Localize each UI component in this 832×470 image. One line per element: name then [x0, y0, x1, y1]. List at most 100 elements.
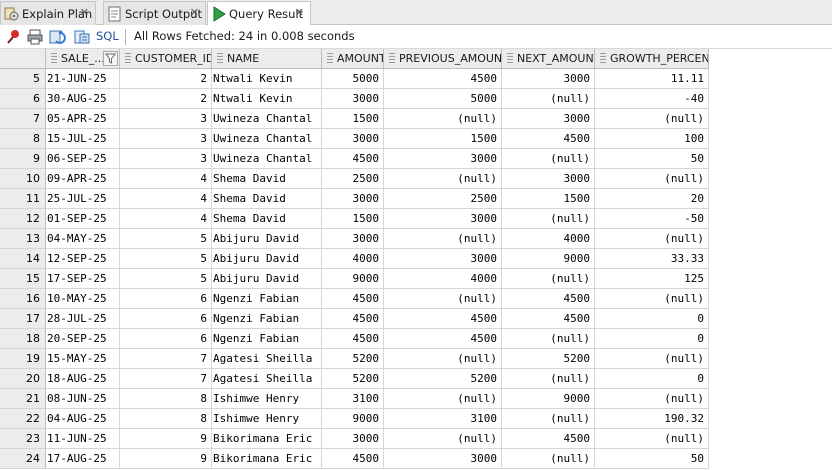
table-row[interactable]: 22 04-AUG-25 8 Ishimwe Henry 9000 3100 (null) 1…	[0, 409, 832, 429]
column-header-previous-amount[interactable]: PREVIOUS_AMOUNT	[384, 49, 502, 69]
table-row[interactable]: 17 28-JUL-25 6 Ngenzi Fabian 4500 4500 4500 0	[0, 309, 832, 329]
table-row[interactable]: 5 21-JUN-25 2 Ntwali Kevin 5000 4500 3000 11.11	[0, 69, 832, 89]
cell-growth-percent[interactable]: 11.11	[595, 69, 709, 89]
cell-amount[interactable]: 5200	[322, 369, 384, 389]
cell-sale-date[interactable]: 21-JUN-25	[46, 69, 120, 89]
cell-previous-amount[interactable]: 3000	[384, 249, 502, 269]
cell-name[interactable]: Ngenzi Fabian	[212, 329, 322, 349]
table-row[interactable]: 19 15-MAY-25 7 Agatesi Sheilla 5200 (null) 520…	[0, 349, 832, 369]
cell-growth-percent[interactable]: (null)	[595, 169, 709, 189]
cell-amount[interactable]: 4500	[322, 289, 384, 309]
cell-customer-id[interactable]: 3	[120, 129, 212, 149]
column-header-sale-date[interactable]: SALE_...	[46, 49, 120, 69]
cell-customer-id[interactable]: 6	[120, 309, 212, 329]
row-number[interactable]: 9	[0, 149, 46, 169]
cell-sale-date[interactable]: 05-APR-25	[46, 109, 120, 129]
cell-customer-id[interactable]: 2	[120, 69, 212, 89]
cell-amount[interactable]: 4500	[322, 309, 384, 329]
cell-growth-percent[interactable]: 190.32	[595, 409, 709, 429]
row-number[interactable]: 17	[0, 309, 46, 329]
row-number[interactable]: 20	[0, 369, 46, 389]
cell-customer-id[interactable]: 4	[120, 169, 212, 189]
cell-previous-amount[interactable]: 3000	[384, 149, 502, 169]
cell-growth-percent[interactable]: (null)	[595, 289, 709, 309]
close-icon[interactable]: ✕	[294, 6, 304, 19]
cell-amount[interactable]: 1500	[322, 209, 384, 229]
cell-customer-id[interactable]: 4	[120, 189, 212, 209]
table-row[interactable]: 16 10-MAY-25 6 Ngenzi Fabian 4500 (null) 4500(…	[0, 289, 832, 309]
cell-growth-percent[interactable]: 125	[595, 269, 709, 289]
cell-next-amount[interactable]: (null)	[502, 369, 595, 389]
cell-next-amount[interactable]: (null)	[502, 149, 595, 169]
cell-customer-id[interactable]: 7	[120, 369, 212, 389]
cell-sale-date[interactable]: 06-SEP-25	[46, 149, 120, 169]
row-number[interactable]: 5	[0, 69, 46, 89]
table-row[interactable]: 6 30-AUG-25 2 Ntwali Kevin 3000 5000 (null) -40	[0, 89, 832, 109]
cell-growth-percent[interactable]: 100	[595, 129, 709, 149]
column-header-name[interactable]: NAME	[212, 49, 322, 69]
cell-amount[interactable]: 4500	[322, 329, 384, 349]
column-header-amount[interactable]: AMOUNT	[322, 49, 384, 69]
cell-growth-percent[interactable]: (null)	[595, 389, 709, 409]
cell-growth-percent[interactable]: 0	[595, 329, 709, 349]
cell-amount[interactable]: 3000	[322, 89, 384, 109]
cell-name[interactable]: Bikorimana Eric	[212, 449, 322, 469]
cell-name[interactable]: Shema David	[212, 189, 322, 209]
cell-amount[interactable]: 2500	[322, 169, 384, 189]
cell-name[interactable]: Abijuru David	[212, 269, 322, 289]
table-row[interactable]: 9 06-SEP-25 3 Uwineza Chantal 4500 3000 (null)…	[0, 149, 832, 169]
cell-previous-amount[interactable]: (null)	[384, 289, 502, 309]
row-number[interactable]: 11	[0, 189, 46, 209]
cell-sale-date[interactable]: 12-SEP-25	[46, 249, 120, 269]
cell-customer-id[interactable]: 5	[120, 269, 212, 289]
cell-previous-amount[interactable]: (null)	[384, 389, 502, 409]
cell-name[interactable]: Ngenzi Fabian	[212, 289, 322, 309]
column-header-customer-id[interactable]: CUSTOMER_ID	[120, 49, 212, 69]
cell-sale-date[interactable]: 30-AUG-25	[46, 89, 120, 109]
close-icon[interactable]: ✕	[189, 6, 199, 19]
cell-next-amount[interactable]: 4500	[502, 129, 595, 149]
cell-amount[interactable]: 3100	[322, 389, 384, 409]
close-icon[interactable]: ✕	[79, 6, 89, 19]
table-row[interactable]: 8 15-JUL-25 3 Uwineza Chantal 3000 1500 4500 10…	[0, 129, 832, 149]
export-icon[interactable]	[73, 28, 91, 46]
cell-sale-date[interactable]: 11-JUN-25	[46, 429, 120, 449]
cell-name[interactable]: Shema David	[212, 169, 322, 189]
table-row[interactable]: 7 05-APR-25 3 Uwineza Chantal 1500 (null) 3000…	[0, 109, 832, 129]
cell-amount[interactable]: 9000	[322, 269, 384, 289]
table-row[interactable]: 14 12-SEP-25 5 Abijuru David 4000 3000 9000 33.…	[0, 249, 832, 269]
cell-customer-id[interactable]: 4	[120, 209, 212, 229]
cell-amount[interactable]: 3000	[322, 189, 384, 209]
cell-previous-amount[interactable]: 5000	[384, 89, 502, 109]
table-row[interactable]: 18 20-SEP-25 6 Ngenzi Fabian 4500 4500 (null) 0	[0, 329, 832, 349]
cell-next-amount[interactable]: 5200	[502, 349, 595, 369]
column-header-next-amount[interactable]: NEXT_AMOUNT	[502, 49, 595, 69]
cell-amount[interactable]: 3000	[322, 229, 384, 249]
cell-name[interactable]: Agatesi Sheilla	[212, 369, 322, 389]
cell-growth-percent[interactable]: 50	[595, 449, 709, 469]
tab-explain-plan[interactable]: Explain Plan ✕	[0, 1, 96, 25]
cell-next-amount[interactable]: (null)	[502, 449, 595, 469]
table-row[interactable]: 21 08-JUN-25 8 Ishimwe Henry 3100 (null) 9000(…	[0, 389, 832, 409]
cell-growth-percent[interactable]: 0	[595, 309, 709, 329]
print-icon[interactable]	[26, 28, 44, 46]
cell-sale-date[interactable]: 20-SEP-25	[46, 329, 120, 349]
cell-growth-percent[interactable]: (null)	[595, 109, 709, 129]
cell-previous-amount[interactable]: (null)	[384, 349, 502, 369]
cell-next-amount[interactable]: 9000	[502, 249, 595, 269]
cell-name[interactable]: Abijuru David	[212, 229, 322, 249]
table-row[interactable]: 23 11-JUN-25 9 Bikorimana Eric 3000 (null) 450…	[0, 429, 832, 449]
table-row[interactable]: 20 18-AUG-25 7 Agatesi Sheilla 5200 5200 (null…	[0, 369, 832, 389]
cell-name[interactable]: Ishimwe Henry	[212, 389, 322, 409]
cell-previous-amount[interactable]: 1500	[384, 129, 502, 149]
pin-icon[interactable]	[5, 28, 23, 46]
cell-customer-id[interactable]: 5	[120, 249, 212, 269]
cell-sale-date[interactable]: 15-MAY-25	[46, 349, 120, 369]
cell-growth-percent[interactable]: 20	[595, 189, 709, 209]
row-number[interactable]: 10	[0, 169, 46, 189]
cell-sale-date[interactable]: 28-JUL-25	[46, 309, 120, 329]
cell-growth-percent[interactable]: 33.33	[595, 249, 709, 269]
cell-previous-amount[interactable]: 4500	[384, 309, 502, 329]
cell-customer-id[interactable]: 6	[120, 329, 212, 349]
cell-name[interactable]: Shema David	[212, 209, 322, 229]
